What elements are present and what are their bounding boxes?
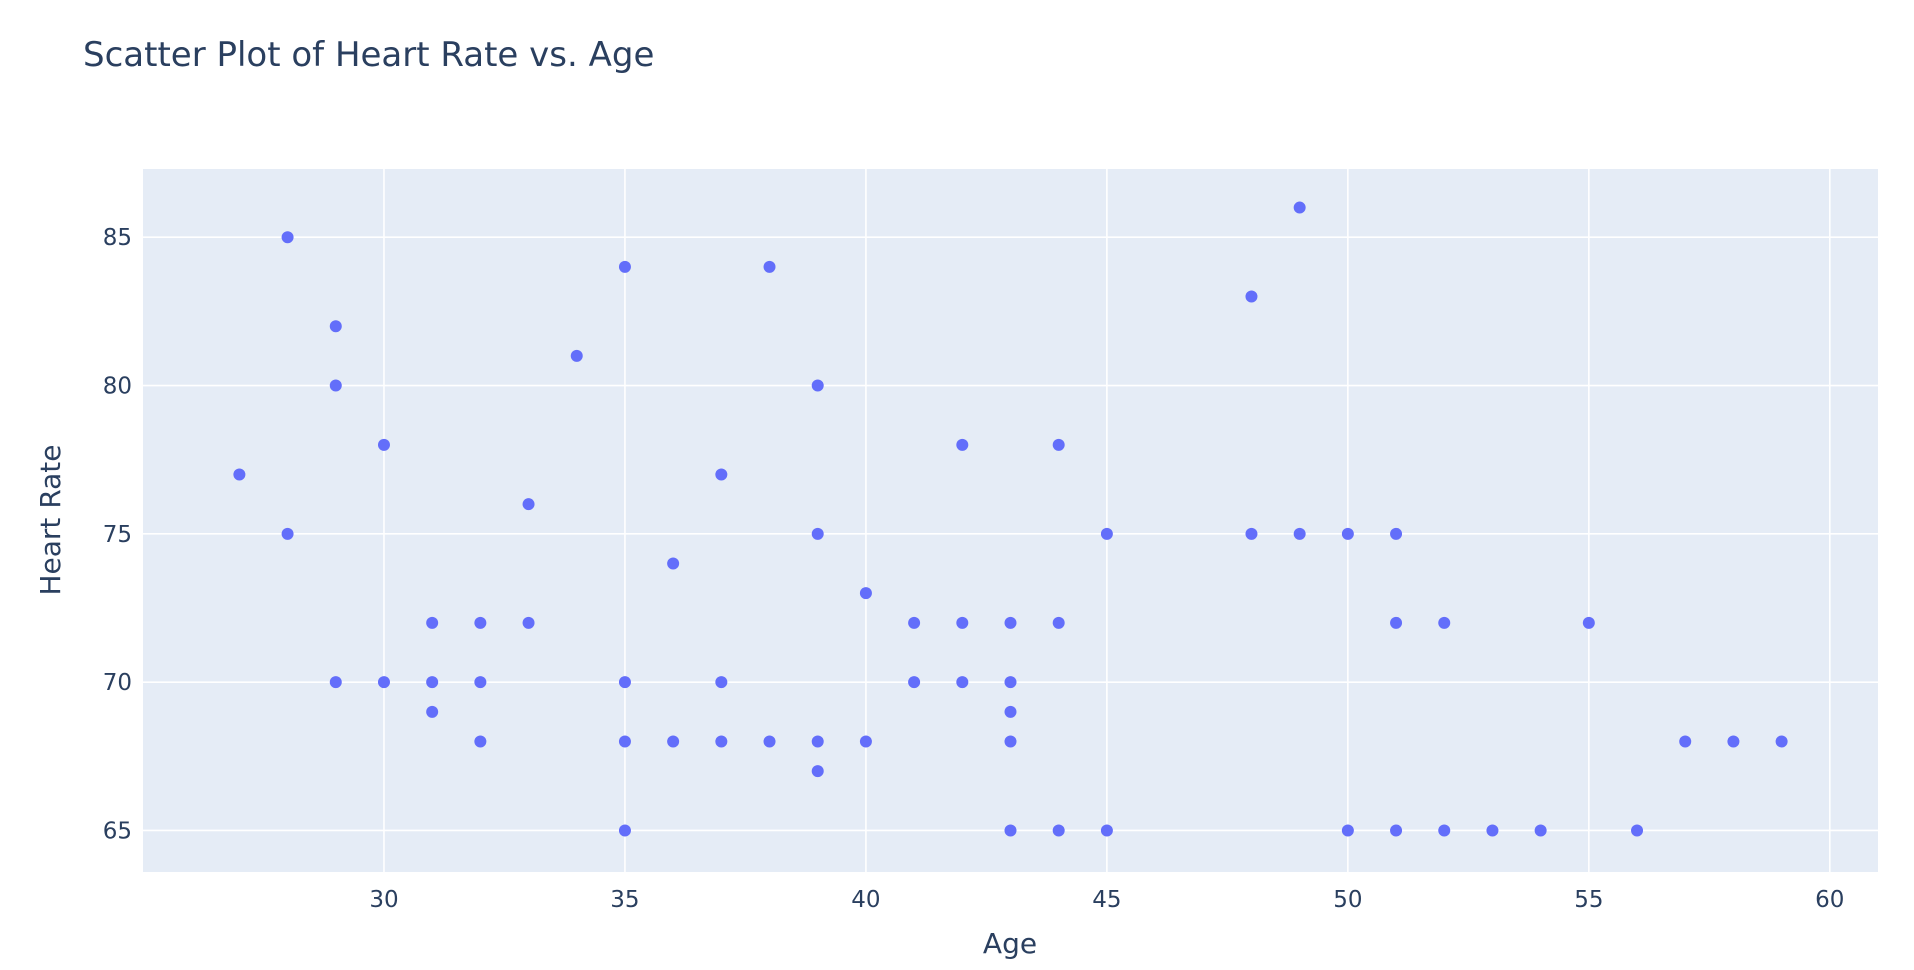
data-point xyxy=(1631,824,1644,837)
data-point xyxy=(715,468,728,481)
data-point xyxy=(1052,438,1065,451)
data-point xyxy=(1004,824,1017,837)
data-point xyxy=(570,349,583,362)
data-point xyxy=(618,260,631,273)
data-point xyxy=(811,735,824,748)
data-point xyxy=(1341,527,1354,540)
data-point xyxy=(908,676,921,689)
x-tick-label: 45 xyxy=(1092,887,1121,913)
x-axis-title: Age xyxy=(983,927,1037,960)
data-point xyxy=(811,527,824,540)
data-point xyxy=(1004,616,1017,629)
data-point xyxy=(618,824,631,837)
data-point xyxy=(1293,201,1306,214)
data-point xyxy=(859,587,872,600)
data-point xyxy=(1727,735,1740,748)
data-point xyxy=(329,379,342,392)
data-point xyxy=(618,676,631,689)
plot-area xyxy=(143,169,1878,872)
data-point xyxy=(1534,824,1547,837)
data-point xyxy=(1052,616,1065,629)
data-point xyxy=(811,765,824,778)
data-point xyxy=(1775,735,1788,748)
data-point xyxy=(1245,290,1258,303)
data-point xyxy=(715,676,728,689)
data-point xyxy=(1582,616,1595,629)
data-point xyxy=(1004,676,1017,689)
data-point xyxy=(667,735,680,748)
data-point xyxy=(1341,824,1354,837)
data-point xyxy=(522,498,535,511)
data-point xyxy=(908,616,921,629)
data-point xyxy=(859,735,872,748)
data-point xyxy=(1004,735,1017,748)
data-point xyxy=(1100,527,1113,540)
y-tick-label: 70 xyxy=(103,670,132,696)
data-point xyxy=(1004,705,1017,718)
data-point xyxy=(426,616,439,629)
chart-title: Scatter Plot of Heart Rate vs. Age xyxy=(83,35,654,75)
data-point xyxy=(233,468,246,481)
x-tick-label: 40 xyxy=(851,887,880,913)
data-point xyxy=(667,557,680,570)
data-point xyxy=(956,438,969,451)
data-point xyxy=(1100,824,1113,837)
data-point xyxy=(1390,527,1403,540)
x-tick-label: 60 xyxy=(1815,887,1844,913)
y-tick-label: 85 xyxy=(103,225,132,251)
data-point xyxy=(1486,824,1499,837)
data-point xyxy=(329,676,342,689)
x-tick-label: 50 xyxy=(1333,887,1362,913)
data-point xyxy=(1293,527,1306,540)
data-point xyxy=(1438,824,1451,837)
data-point xyxy=(1245,527,1258,540)
data-point xyxy=(426,676,439,689)
y-tick-label: 65 xyxy=(103,818,132,844)
data-point xyxy=(715,735,728,748)
y-axis-title: Heart Rate xyxy=(34,444,67,595)
x-tick-label: 55 xyxy=(1574,887,1603,913)
data-point xyxy=(1390,616,1403,629)
data-point xyxy=(377,676,390,689)
data-point xyxy=(763,260,776,273)
y-tick-label: 75 xyxy=(103,522,132,548)
data-point xyxy=(956,676,969,689)
data-point xyxy=(281,527,294,540)
data-point xyxy=(522,616,535,629)
data-point xyxy=(1390,824,1403,837)
data-point xyxy=(281,231,294,244)
data-point xyxy=(763,735,776,748)
data-point xyxy=(474,676,487,689)
x-tick-label: 30 xyxy=(369,887,398,913)
data-point xyxy=(474,735,487,748)
data-point xyxy=(377,438,390,451)
y-tick-label: 80 xyxy=(103,374,132,400)
data-point xyxy=(1052,824,1065,837)
data-point xyxy=(956,616,969,629)
data-point xyxy=(811,379,824,392)
data-point xyxy=(1438,616,1451,629)
data-point xyxy=(474,616,487,629)
data-point xyxy=(426,705,439,718)
x-tick-labels: 30 35 40 45 50 55 60 xyxy=(369,887,1844,913)
data-points xyxy=(233,201,1788,837)
data-point xyxy=(618,735,631,748)
y-tick-labels: 65 70 75 80 85 xyxy=(103,225,132,844)
x-tick-label: 35 xyxy=(610,887,639,913)
data-point xyxy=(329,320,342,333)
data-point xyxy=(1679,735,1692,748)
